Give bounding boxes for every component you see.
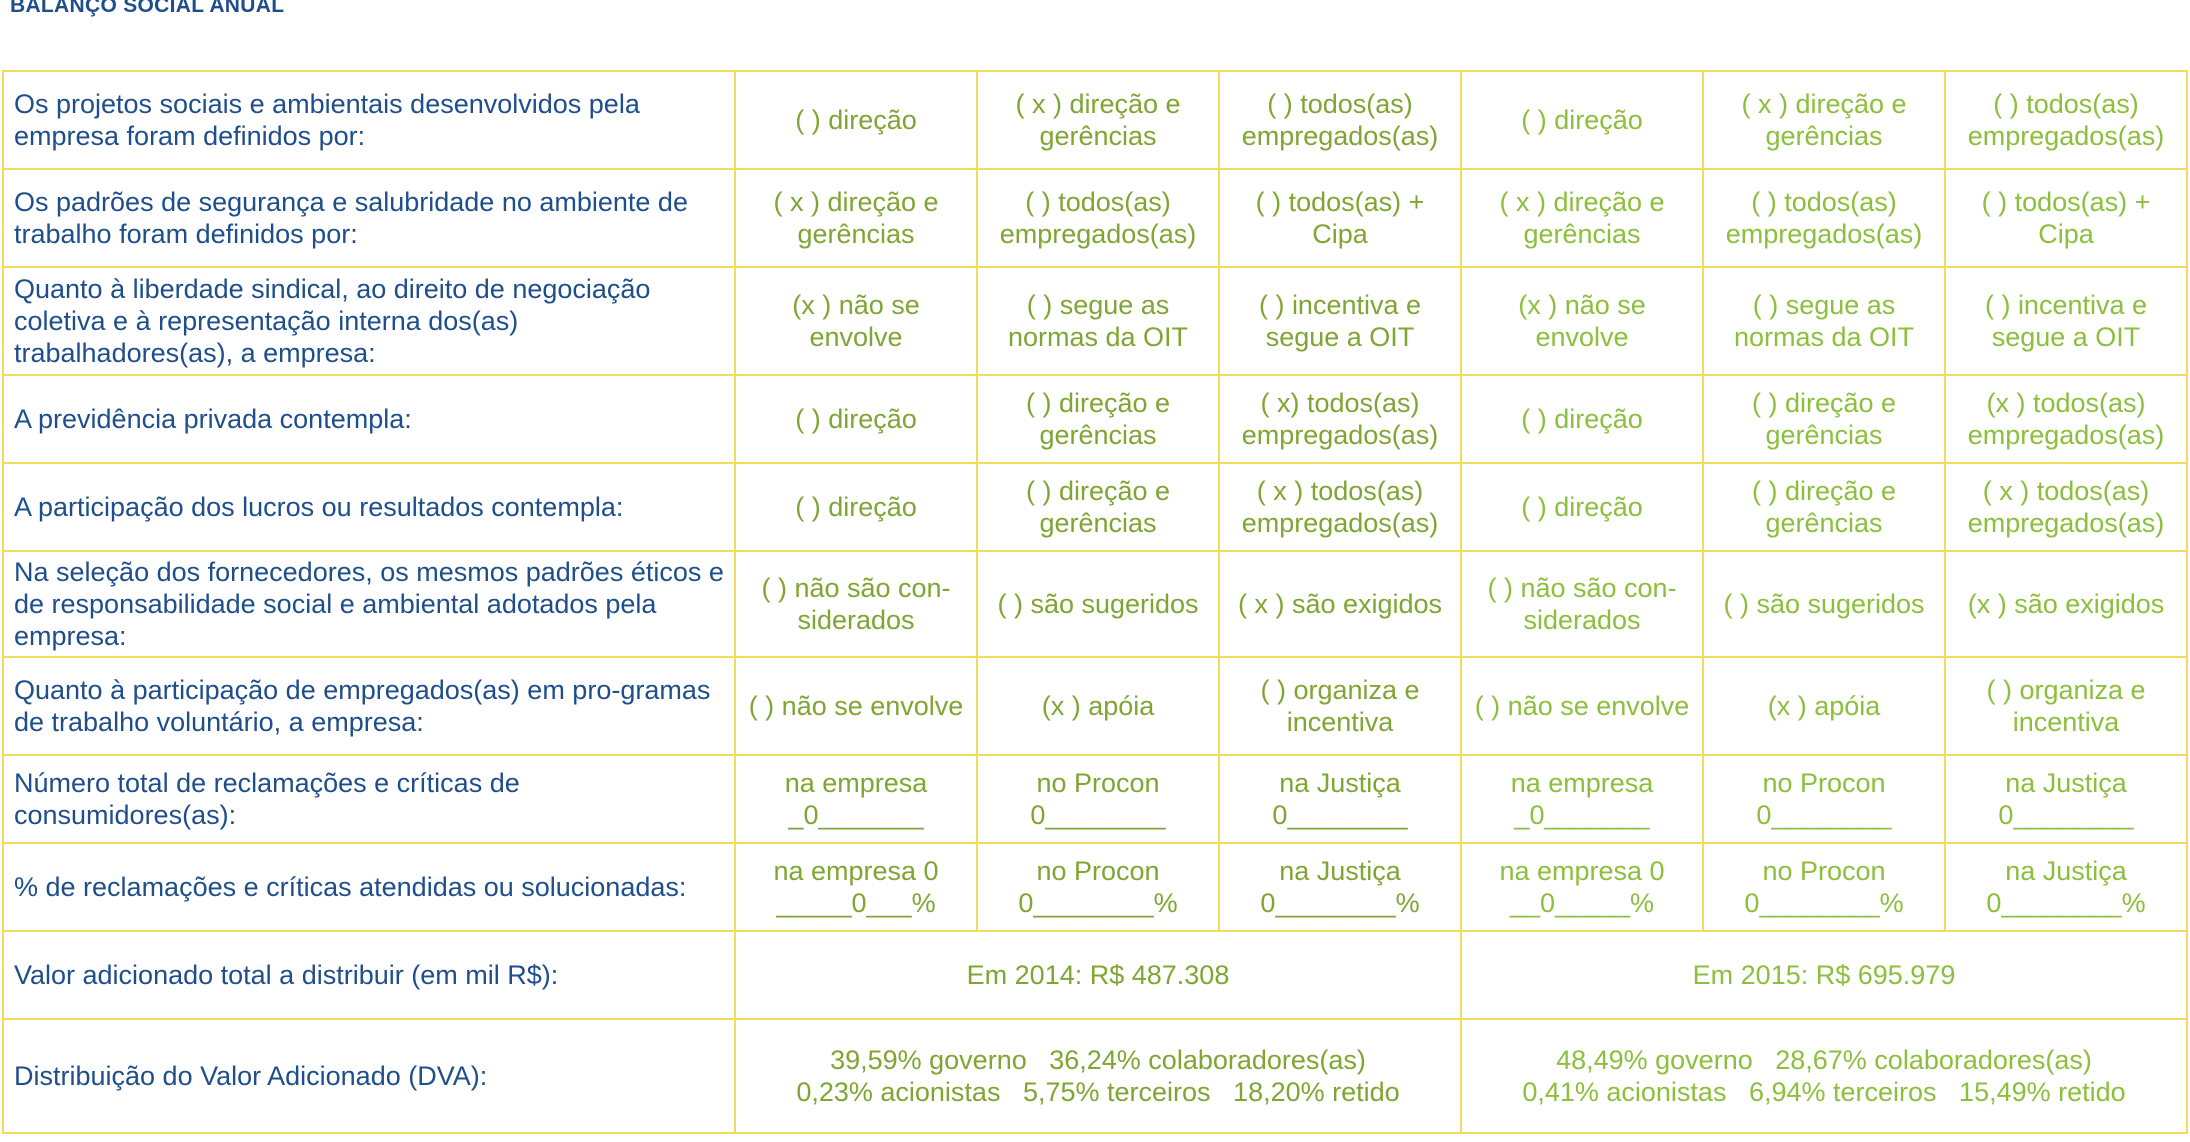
- table-row: A participação dos lucros ou resultados …: [2, 462, 2188, 552]
- answer-cell-y2015: ( ) não são con-siderados: [1460, 550, 1704, 658]
- answer-cell-y2014: na Justiça 0________%: [1218, 842, 1462, 932]
- answer-cell-y2014: ( ) todos(as) empregados(as): [1218, 70, 1462, 170]
- question-cell: A participação dos lucros ou resultados …: [2, 462, 736, 552]
- page-title: BALANÇO SOCIAL ANUAL: [10, 0, 285, 17]
- answer-cell-y2014: na empresa _0_______: [734, 754, 978, 844]
- answer-cell-y2014: ( ) direção: [734, 462, 978, 552]
- answer-cell-y2014: ( x) todos(as) empregados(as): [1218, 374, 1462, 464]
- question-cell: Quanto à participação de empregados(as) …: [2, 656, 736, 756]
- answer-cell-y2015: (x ) todos(as) empregados(as): [1944, 374, 2188, 464]
- answer-cell-y2015: ( ) não se envolve: [1460, 656, 1704, 756]
- table-row: % de reclamações e críticas atendidas ou…: [2, 842, 2188, 932]
- answer-cell-y2015: ( ) direção e gerências: [1702, 462, 1946, 552]
- answer-cell-y2014: ( ) organiza e incentiva: [1218, 656, 1462, 756]
- answer-cell-y2014: ( ) não são con-siderados: [734, 550, 978, 658]
- answer-cell-y2015: no Procon 0________: [1702, 754, 1946, 844]
- answer-cell-y2015: ( x ) todos(as) empregados(as): [1944, 462, 2188, 552]
- answer-cell-y2015: (x ) são exigidos: [1944, 550, 2188, 658]
- dva-line: 0,23% acionistas 5,75% terceiros 18,20% …: [796, 1077, 1400, 1107]
- table-row: A previdência privada contempla:( ) dire…: [2, 374, 2188, 464]
- answer-cell-y2014: ( ) direção: [734, 374, 978, 464]
- answer-cell-y2015: ( ) incentiva e segue a OIT: [1944, 266, 2188, 376]
- answer-cell-y2014: ( ) são sugeridos: [976, 550, 1220, 658]
- answer-cell-y2015: na Justiça 0________%: [1944, 842, 2188, 932]
- table-body: Os projetos sociais e ambientais desenvo…: [2, 70, 2188, 1134]
- answer-cell-y2015: ( ) todos(as) empregados(as): [1944, 70, 2188, 170]
- answer-cell-y2015: na Justiça 0________: [1944, 754, 2188, 844]
- answer-cell-y2014: ( x ) direção e gerências: [734, 168, 978, 268]
- answer-cell-y2015: na empresa _0_______: [1460, 754, 1704, 844]
- answer-cell-y2014: ( ) incentiva e segue a OIT: [1218, 266, 1462, 376]
- answer-cell-y2015: ( ) direção: [1460, 462, 1704, 552]
- answer-cell-y2014: (x ) não se envolve: [734, 266, 978, 376]
- answer-cell-y2015: (x ) não se envolve: [1460, 266, 1704, 376]
- table-row: Quanto à participação de empregados(as) …: [2, 656, 2188, 756]
- question-cell: % de reclamações e críticas atendidas ou…: [2, 842, 736, 932]
- answer-cell-y2014: ( ) segue as normas da OIT: [976, 266, 1220, 376]
- answer-cell-y2014: no Procon 0________: [976, 754, 1220, 844]
- question-cell: Na seleção dos fornecedores, os mesmos p…: [2, 550, 736, 658]
- table-row: Os projetos sociais e ambientais desenvo…: [2, 70, 2188, 170]
- answer-cell-y2014: ( x ) direção e gerências: [976, 70, 1220, 170]
- answer-cell-y2015: no Procon 0________%: [1702, 842, 1946, 932]
- answer-cell-y2015: ( ) direção: [1460, 374, 1704, 464]
- question-cell: Número total de reclamações e críticas d…: [2, 754, 736, 844]
- answer-cell-y2014: na empresa 0 _____0___%: [734, 842, 978, 932]
- answer-cell-y2014: ( ) direção e gerências: [976, 462, 1220, 552]
- valor-2014: Em 2014: R$ 487.308: [734, 930, 1462, 1020]
- answer-cell-y2015: ( x ) direção e gerências: [1460, 168, 1704, 268]
- table-row: Quanto à liberdade sindical, ao direito …: [2, 266, 2188, 376]
- table-row: Número total de reclamações e críticas d…: [2, 754, 2188, 844]
- valor-label: Valor adicionado total a distribuir (em …: [2, 930, 736, 1020]
- table-row: Na seleção dos fornecedores, os mesmos p…: [2, 550, 2188, 658]
- table-row: Valor adicionado total a distribuir (em …: [2, 930, 2188, 1020]
- dva-y2014: 39,59% governo 36,24% colaboradores(as) 0…: [734, 1018, 1462, 1134]
- answer-cell-y2015: ( ) direção e gerências: [1702, 374, 1946, 464]
- answer-cell-y2014: (x ) apóia: [976, 656, 1220, 756]
- answer-cell-y2015: ( ) todos(as) + Cipa: [1944, 168, 2188, 268]
- answer-cell-y2015: (x ) apóia: [1702, 656, 1946, 756]
- dva-line: 48,49% governo 28,67% colaboradores(as): [1556, 1045, 2092, 1075]
- answer-cell-y2014: ( ) direção: [734, 70, 978, 170]
- table-row: Os padrões de segurança e salubridade no…: [2, 168, 2188, 268]
- answer-cell-y2015: ( ) são sugeridos: [1702, 550, 1946, 658]
- dva-label: Distribuição do Valor Adicionado (DVA):: [2, 1018, 736, 1134]
- social-balance-table: Os projetos sociais e ambientais desenvo…: [2, 70, 2188, 1134]
- answer-cell-y2014: ( ) direção e gerências: [976, 374, 1220, 464]
- valor-2015: Em 2015: R$ 695.979: [1460, 930, 2188, 1020]
- answer-cell-y2014: ( ) todos(as) empregados(as): [976, 168, 1220, 268]
- answer-cell-y2014: ( x ) são exigidos: [1218, 550, 1462, 658]
- answer-cell-y2015: ( ) direção: [1460, 70, 1704, 170]
- answer-cell-y2014: no Procon 0________%: [976, 842, 1220, 932]
- question-cell: Os padrões de segurança e salubridade no…: [2, 168, 736, 268]
- answer-cell-y2015: ( ) segue as normas da OIT: [1702, 266, 1946, 376]
- dva-line: 0,41% acionistas 6,94% terceiros 15,49% …: [1522, 1077, 2126, 1107]
- answer-cell-y2014: na Justiça 0________: [1218, 754, 1462, 844]
- answer-cell-y2014: ( x ) todos(as) empregados(as): [1218, 462, 1462, 552]
- question-cell: Os projetos sociais e ambientais desenvo…: [2, 70, 736, 170]
- answer-cell-y2014: ( ) todos(as) + Cipa: [1218, 168, 1462, 268]
- answer-cell-y2015: ( ) todos(as) empregados(as): [1702, 168, 1946, 268]
- question-cell: Quanto à liberdade sindical, ao direito …: [2, 266, 736, 376]
- table-row: Distribuição do Valor Adicionado (DVA): 3…: [2, 1018, 2188, 1134]
- answer-cell-y2015: ( x ) direção e gerências: [1702, 70, 1946, 170]
- answer-cell-y2015: na empresa 0 __0_____%: [1460, 842, 1704, 932]
- answer-cell-y2015: ( ) organiza e incentiva: [1944, 656, 2188, 756]
- dva-y2015: 48,49% governo 28,67% colaboradores(as) 0…: [1460, 1018, 2188, 1134]
- question-cell: A previdência privada contempla:: [2, 374, 736, 464]
- answer-cell-y2014: ( ) não se envolve: [734, 656, 978, 756]
- dva-line: 39,59% governo 36,24% colaboradores(as): [830, 1045, 1366, 1075]
